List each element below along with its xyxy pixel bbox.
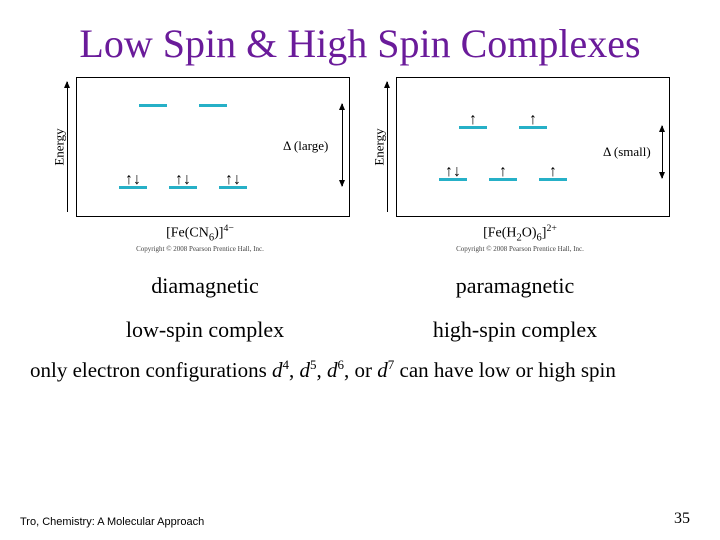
energy-axis-left: Energy [50,77,70,217]
slide-number: 35 [674,510,690,528]
electron-up-icon: ↑ [529,112,537,128]
copyright-left: Copyright © 2008 Pearson Prentice Hall, … [136,245,264,253]
electron-pair-icon: ↑↓ [175,172,191,188]
orbital-box-right: Δ (small) ↑ ↑ ↑↓ ↑ ↑ [396,77,670,217]
electron-up-icon: ↑ [549,164,557,180]
right-diagram: Energy Δ (small) ↑ ↑ ↑↓ ↑ ↑ [Fe(H2O)6]2+ Cop… [370,77,670,253]
electron-pair-icon: ↑↓ [225,172,241,188]
electron-pair-icon: ↑↓ [125,172,141,188]
diamagnetic-label: diamagnetic [50,273,360,299]
energy-axis-right: Energy [370,77,390,217]
energy-label: Energy [372,128,388,165]
low-spin-label: low-spin complex [50,317,360,343]
diagram-row: Energy Δ (large) ↑↓ ↑↓ ↑↓ [Fe(CN6)]4− Copy… [0,77,720,253]
delta-label: Δ (small) [603,144,651,160]
high-spin-label: high-spin complex [360,317,670,343]
copyright-right: Copyright © 2008 Pearson Prentice Hall, … [456,245,584,253]
config-note: only electron configurations d4, d5, d6,… [0,357,720,383]
electron-up-icon: ↑ [499,164,507,180]
left-diagram: Energy Δ (large) ↑↓ ↑↓ ↑↓ [Fe(CN6)]4− Copy… [50,77,350,253]
page-title: Low Spin & High Spin Complexes [0,0,720,77]
electron-pair-icon: ↑↓ [445,164,461,180]
footer-citation: Tro, Chemistry: A Molecular Approach [20,516,204,528]
delta-label: Δ (large) [283,138,328,154]
spin-row: low-spin complex high-spin complex [0,317,720,343]
energy-label: Energy [52,128,68,165]
electron-up-icon: ↑ [469,112,477,128]
orbital-level [139,104,167,107]
orbital-level [199,104,227,107]
orbital-box-left: Δ (large) ↑↓ ↑↓ ↑↓ [76,77,350,217]
formula-right: [Fe(H2O)6]2+ [483,223,557,243]
formula-left: [Fe(CN6)]4− [166,223,234,243]
paramagnetic-label: paramagnetic [360,273,670,299]
magnetism-row: diamagnetic paramagnetic [0,273,720,299]
